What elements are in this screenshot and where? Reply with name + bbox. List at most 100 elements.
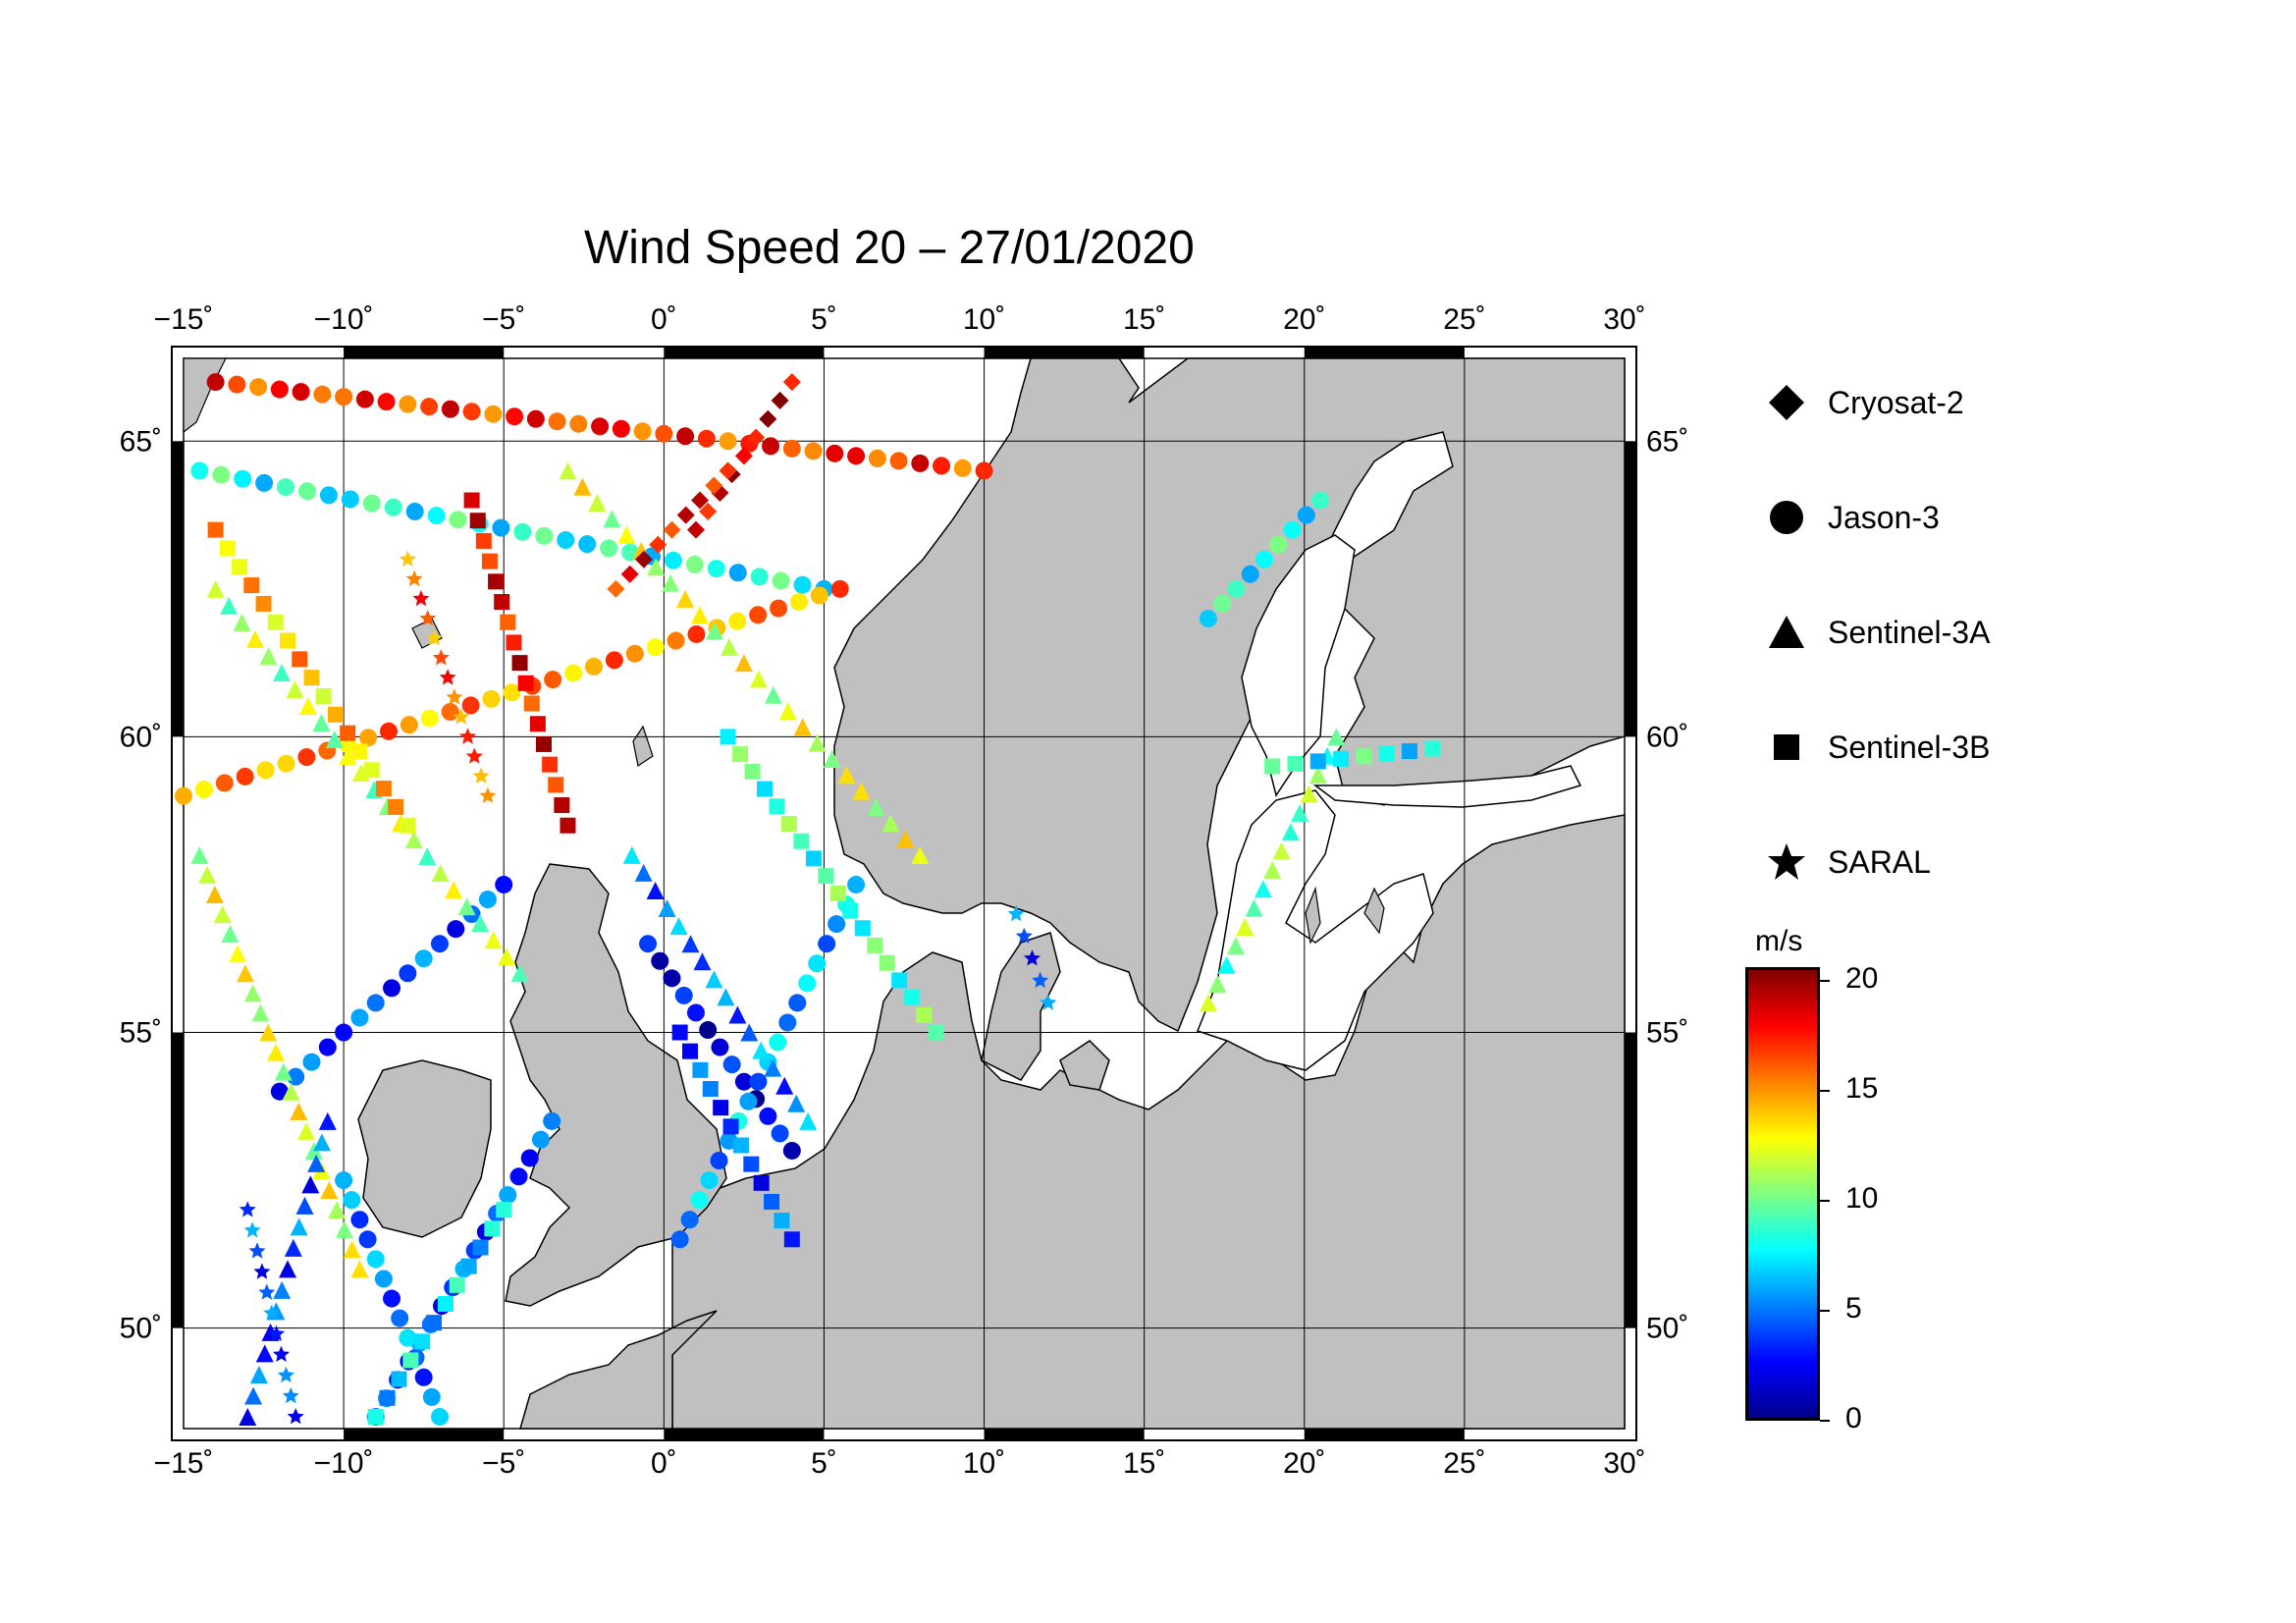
track-point	[535, 526, 554, 545]
track-point	[290, 1217, 308, 1236]
track-point	[405, 569, 423, 587]
track-point	[655, 424, 673, 443]
track-point	[399, 964, 417, 983]
track-point	[399, 550, 416, 567]
track-point	[520, 1149, 539, 1167]
track-point	[671, 1024, 688, 1041]
legend-item-sentinel-3a: Sentinel-3A	[1767, 608, 1990, 657]
track-point	[1213, 594, 1232, 613]
lon-tick-label: 30˚	[1603, 303, 1645, 336]
track-point	[682, 1043, 699, 1059]
track-point	[847, 447, 866, 465]
track-point	[793, 575, 812, 594]
track-point	[1401, 743, 1417, 760]
track-point	[229, 945, 247, 963]
track-point	[911, 845, 930, 864]
track-point	[459, 728, 477, 744]
track-point	[327, 706, 344, 723]
track-point	[710, 1151, 728, 1169]
colorbar-tick-label: 20	[1845, 962, 1879, 995]
track-point	[402, 1352, 419, 1369]
track-point	[236, 767, 254, 785]
track-point	[780, 815, 797, 832]
track-point	[277, 754, 295, 773]
track-point	[699, 1021, 718, 1040]
track-point	[770, 599, 788, 618]
track-point	[728, 612, 747, 630]
track-point	[446, 688, 463, 705]
track-point	[383, 1289, 401, 1308]
track-point	[270, 380, 289, 399]
track-point	[646, 881, 665, 899]
track-point	[315, 688, 332, 705]
axis-tick-labels: −15˚ −15˚ −10˚ −10˚ −5˚ −5˚ 0˚ 0˚ 5˚ 5˚ 10˚ 10˚ 15˚ 1…	[120, 303, 1689, 1480]
track-point	[457, 897, 476, 916]
track-point	[705, 970, 723, 989]
frame-band	[664, 1429, 825, 1440]
track-point	[543, 1111, 561, 1130]
track-point	[739, 1092, 758, 1110]
track-point	[272, 663, 291, 681]
track-point	[426, 1315, 443, 1331]
track-point	[662, 573, 680, 592]
track-point	[830, 579, 849, 598]
track-point	[573, 477, 592, 496]
track-point	[511, 655, 528, 672]
track-point	[414, 1368, 433, 1386]
track-point	[377, 393, 396, 411]
lon-tick-label: 0˚	[651, 1447, 677, 1480]
track-point	[253, 1263, 271, 1279]
track-point	[622, 845, 641, 864]
track-point	[449, 1276, 465, 1293]
track-point	[681, 935, 700, 953]
lon-tick-label: 5˚	[811, 303, 837, 336]
track-point	[854, 920, 871, 937]
track-point	[510, 964, 529, 983]
frame-band	[344, 347, 505, 358]
track-point	[734, 447, 753, 465]
track-point	[702, 1081, 719, 1098]
track-point	[270, 1082, 289, 1101]
track-point	[219, 540, 236, 557]
track-point	[769, 798, 785, 815]
lon-tick-label: −5˚	[482, 1447, 525, 1480]
track-point	[686, 520, 705, 539]
track-point	[804, 442, 823, 460]
track-point	[1308, 766, 1327, 784]
track-point	[699, 502, 718, 520]
colorbar-tick-label: 10	[1845, 1182, 1879, 1215]
track-point	[343, 1191, 361, 1210]
track-point	[243, 984, 262, 1002]
track-point	[280, 632, 296, 649]
lat-tick-label: 50˚	[120, 1313, 162, 1345]
track-point	[1333, 750, 1350, 767]
track-point	[506, 634, 522, 651]
track-point	[431, 864, 450, 883]
track-point	[445, 881, 463, 899]
track-point	[236, 964, 254, 983]
track-point	[388, 798, 404, 815]
frame-band	[664, 347, 825, 358]
track-point	[612, 419, 630, 438]
track-point	[911, 454, 930, 472]
jutland	[981, 932, 1061, 1081]
track-point	[286, 679, 304, 698]
track-point	[234, 469, 252, 488]
track-point	[646, 638, 665, 657]
track-point	[749, 606, 768, 624]
track-point	[517, 675, 534, 691]
great-britain	[505, 863, 727, 1307]
land-layer	[183, 357, 1626, 1430]
track-point	[513, 522, 532, 541]
track-point	[1264, 758, 1281, 775]
track-point	[259, 1023, 278, 1042]
lon-tick-label: 10˚	[963, 1447, 1005, 1480]
track-point	[367, 1408, 384, 1425]
track-point	[722, 1118, 739, 1135]
track-point	[557, 531, 575, 550]
track-point	[461, 696, 480, 715]
track-point	[1226, 937, 1245, 955]
lon-tick-label: 25˚	[1443, 1447, 1485, 1480]
track-point	[414, 949, 433, 968]
